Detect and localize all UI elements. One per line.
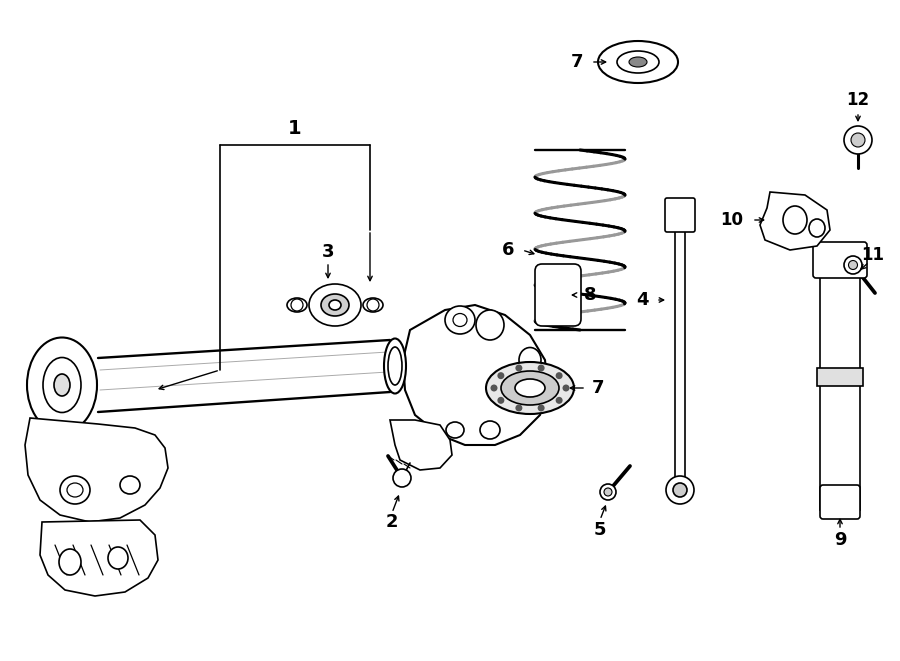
Ellipse shape [393,469,411,487]
Circle shape [537,405,544,411]
FancyBboxPatch shape [665,198,695,232]
Ellipse shape [309,284,361,326]
Ellipse shape [604,488,612,496]
Bar [817,368,863,386]
Circle shape [562,385,570,391]
Ellipse shape [617,51,659,73]
Text: 6: 6 [502,241,514,259]
Circle shape [844,126,872,154]
Text: 9: 9 [833,531,846,549]
Ellipse shape [27,338,97,432]
Text: 1: 1 [288,118,302,137]
Ellipse shape [809,219,825,237]
Ellipse shape [783,206,807,234]
Ellipse shape [476,310,504,340]
Ellipse shape [446,422,464,438]
Polygon shape [760,192,830,250]
Circle shape [491,385,498,391]
FancyBboxPatch shape [813,242,867,278]
Ellipse shape [849,260,858,270]
Circle shape [516,364,522,371]
Text: 11: 11 [861,246,885,264]
Circle shape [498,397,504,404]
Circle shape [516,405,522,411]
Ellipse shape [59,549,81,575]
Ellipse shape [329,300,341,310]
Ellipse shape [598,41,678,83]
Polygon shape [40,520,158,596]
Circle shape [367,299,379,311]
Text: 7: 7 [592,379,604,397]
Ellipse shape [600,484,616,500]
Ellipse shape [54,374,70,396]
Text: 10: 10 [721,211,743,229]
Circle shape [555,372,562,379]
Text: 7: 7 [571,53,583,71]
Ellipse shape [486,362,574,414]
Ellipse shape [388,347,402,385]
Polygon shape [390,420,452,470]
Ellipse shape [501,371,559,405]
Text: 12: 12 [846,91,869,109]
Ellipse shape [519,348,541,373]
Ellipse shape [321,294,349,316]
Ellipse shape [120,476,140,494]
Ellipse shape [453,313,467,327]
Ellipse shape [629,57,647,67]
Ellipse shape [60,476,90,504]
Ellipse shape [445,306,475,334]
Circle shape [555,397,562,404]
Ellipse shape [384,338,406,393]
Ellipse shape [43,358,81,412]
FancyBboxPatch shape [535,264,581,326]
Polygon shape [403,305,548,445]
Circle shape [537,364,544,371]
Ellipse shape [515,379,545,397]
Text: 2: 2 [386,513,398,531]
Ellipse shape [844,256,862,274]
Ellipse shape [108,547,128,569]
Ellipse shape [509,389,531,411]
Circle shape [851,133,865,147]
Polygon shape [98,340,390,412]
Polygon shape [25,418,168,522]
Text: 8: 8 [584,286,597,304]
Text: 4: 4 [635,291,648,309]
Circle shape [291,299,303,311]
FancyBboxPatch shape [820,485,860,519]
Text: 3: 3 [322,243,334,261]
Circle shape [498,372,504,379]
Ellipse shape [363,298,383,312]
Bar [820,265,860,510]
Text: 5: 5 [594,521,607,539]
Ellipse shape [673,483,687,497]
Ellipse shape [67,483,83,497]
Ellipse shape [480,421,500,439]
Ellipse shape [666,476,694,504]
Ellipse shape [287,298,307,312]
